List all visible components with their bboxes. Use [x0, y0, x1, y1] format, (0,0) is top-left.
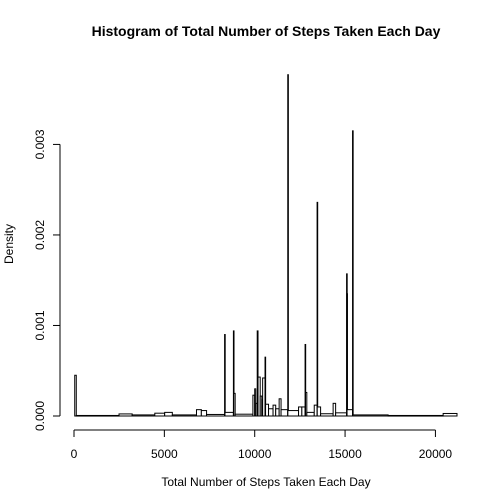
y-axis-label: Density: [2, 224, 16, 264]
histogram-bar-16: [254, 388, 257, 417]
histogram-bar-27: [275, 408, 280, 417]
histogram-bar-8: [200, 410, 208, 417]
y-tick-label-1: 0.001: [33, 310, 47, 340]
histogram-bar-13: [233, 392, 236, 417]
histogram-bar-31: [287, 410, 300, 417]
histogram-bar-14: [234, 413, 254, 417]
histogram-bar-0: [74, 374, 77, 417]
x-axis-label: Total Number of Steps Taken Each Day: [161, 475, 370, 489]
bars-group: [74, 74, 458, 417]
histogram-bar-45: [346, 409, 354, 417]
histogram-bar-47: [352, 414, 389, 417]
x-axis-ticks: 0 5000 10000 15000 20000: [71, 430, 453, 461]
histogram-bar-38: [316, 201, 319, 417]
histogram-bar-28: [278, 398, 282, 417]
histogram-bar-35: [305, 391, 308, 417]
histogram-bar-30: [287, 74, 289, 417]
histogram-bar-36: [306, 411, 315, 417]
chart-title: Histogram of Total Number of Steps Taken…: [92, 23, 441, 39]
histogram-bar-3: [131, 414, 156, 417]
histogram-bar-29: [280, 409, 289, 417]
histogram-bar-39: [316, 406, 322, 417]
histogram-bar-1: [75, 414, 120, 417]
x-tick-label-4: 20000: [419, 447, 453, 461]
histogram-bar-41: [332, 402, 337, 417]
histogram-bar-11: [224, 411, 234, 417]
histogram-bar-9: [206, 413, 226, 417]
histogram-bar-40: [320, 413, 334, 417]
x-tick-label-3: 15000: [328, 447, 362, 461]
histogram-bar-6: [171, 414, 197, 417]
histogram-bar-4: [154, 412, 166, 417]
histogram-bar-5: [164, 411, 173, 417]
histogram-bar-10: [224, 334, 226, 417]
histogram-bar-46: [352, 130, 354, 417]
y-tick-label-0: 0.000: [33, 401, 47, 431]
histogram-bar-25: [268, 408, 274, 417]
histogram-bar-42: [335, 412, 348, 417]
histogram-bar-48: [387, 414, 444, 417]
x-tick-label-0: 0: [71, 447, 78, 461]
histogram-bar-2: [118, 413, 133, 417]
y-tick-label-2: 0.002: [33, 220, 47, 250]
histogram-bar-44: [346, 293, 348, 417]
x-tick-label-2: 10000: [238, 447, 272, 461]
histogram-bar-49: [442, 412, 458, 417]
histogram-bar-7: [195, 409, 202, 417]
y-tick-label-3: 0.003: [33, 129, 47, 159]
y-axis-ticks: 0.000 0.001 0.002 0.003: [33, 129, 60, 431]
x-tick-label-1: 5000: [151, 447, 178, 461]
